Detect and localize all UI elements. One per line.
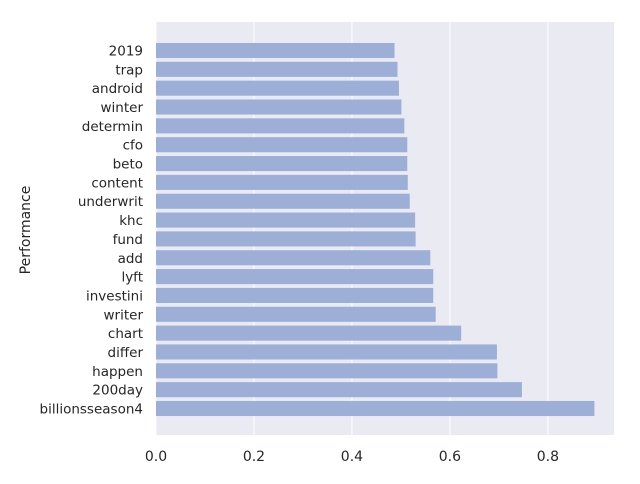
- bar-writer: [156, 306, 436, 322]
- y-tick-label: investini: [86, 288, 143, 304]
- y-tick-label: determin: [82, 119, 143, 135]
- bar-android: [156, 80, 399, 96]
- bar-determin: [156, 118, 405, 134]
- bar-content: [156, 174, 408, 190]
- y-tick-label: winter: [101, 100, 144, 116]
- bar-add: [156, 250, 431, 266]
- y-tick-label: chart: [108, 326, 143, 342]
- x-tick-label: 0.6: [439, 449, 461, 465]
- bar-winter: [156, 99, 402, 115]
- y-tick-labels: 2019 trap android winter determin cfo beto cont…: [40, 44, 144, 418]
- y-tick-label: writer: [104, 307, 144, 323]
- y-tick-label: lyft: [121, 270, 143, 286]
- bar-trap: [156, 61, 398, 77]
- y-tick-label: underwrit: [78, 194, 143, 210]
- bar-2019: [156, 42, 395, 59]
- bar-beto: [156, 156, 408, 172]
- bar-billionsseason4: [156, 400, 595, 417]
- y-tick-label: trap: [115, 62, 143, 78]
- bar-underwrit: [156, 193, 410, 209]
- bar-200day: [156, 382, 522, 398]
- y-tick-label: cfo: [123, 138, 143, 154]
- y-tick-label: android: [92, 81, 143, 97]
- y-tick-label: content: [91, 175, 143, 191]
- bar-differ: [156, 344, 497, 360]
- y-tick-label: fund: [113, 232, 143, 248]
- bar-lyft: [156, 269, 434, 285]
- x-tick-label: 0.0: [145, 449, 167, 465]
- y-tick-label: 2019: [109, 44, 143, 60]
- y-tick-label: differ: [108, 345, 144, 361]
- y-tick-label: add: [118, 251, 143, 267]
- y-tick-label: 200day: [92, 383, 143, 399]
- x-tick-label: 0.4: [341, 449, 363, 465]
- bar-khc: [156, 212, 416, 228]
- bars: [156, 42, 595, 417]
- x-tick-label: 0.2: [243, 449, 265, 465]
- y-tick-label: beto: [113, 157, 143, 173]
- x-tick-labels: 0.0 0.2 0.4 0.6 0.8: [145, 449, 559, 465]
- bar-fund: [156, 231, 416, 247]
- bar-happen: [156, 363, 498, 379]
- y-tick-label: happen: [92, 364, 143, 380]
- bar-cfo: [156, 137, 408, 153]
- y-tick-label: billionsseason4: [40, 402, 143, 418]
- y-tick-label: khc: [119, 213, 143, 229]
- x-tick-label: 0.8: [537, 449, 559, 465]
- y-axis-label: Performance: [18, 186, 34, 275]
- bar-investini: [156, 287, 434, 303]
- bar-chart: [156, 325, 462, 341]
